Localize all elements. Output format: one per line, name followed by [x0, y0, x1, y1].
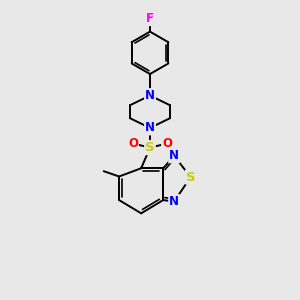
Text: S: S — [145, 141, 155, 154]
Text: F: F — [146, 12, 154, 25]
Text: N: N — [169, 149, 179, 162]
Text: O: O — [162, 137, 172, 150]
Text: S: S — [186, 171, 195, 184]
Text: O: O — [128, 137, 138, 150]
Text: N: N — [145, 89, 155, 102]
Text: N: N — [145, 122, 155, 134]
Text: N: N — [169, 195, 179, 208]
